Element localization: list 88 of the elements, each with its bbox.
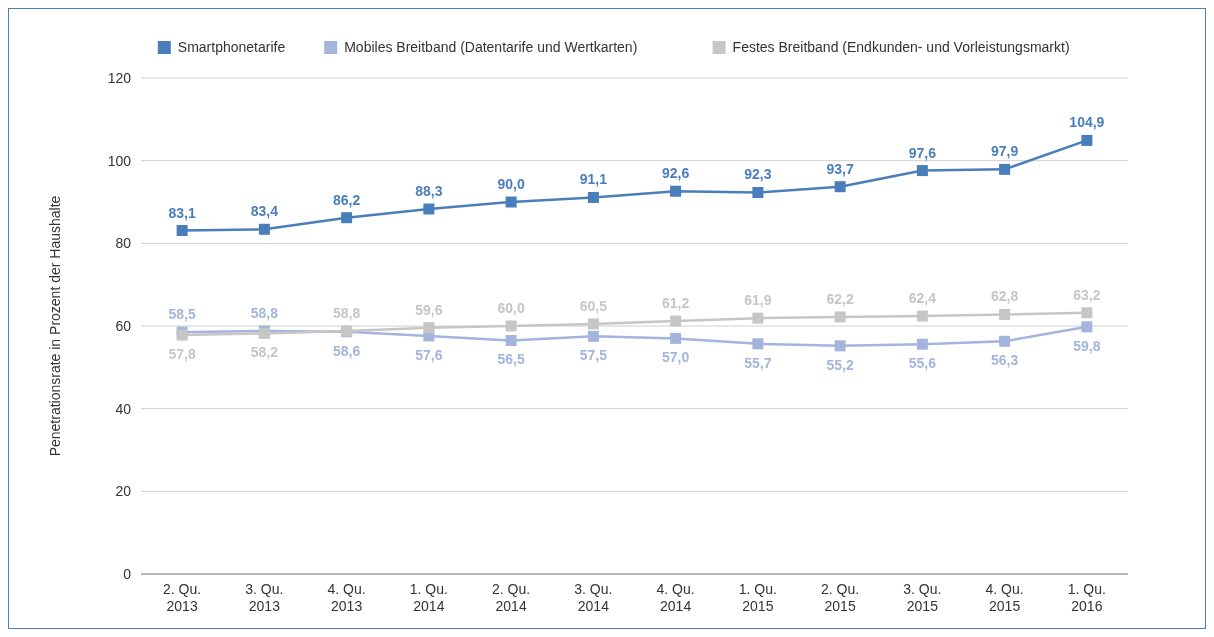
point: [752, 312, 764, 324]
y-tick-label: 80: [115, 235, 132, 252]
data-label: 58,2: [250, 344, 279, 361]
x-tick-label: 4. Qu. 2013: [327, 581, 366, 614]
data-label: 83,1: [168, 204, 196, 221]
point: [916, 165, 928, 177]
point: [587, 191, 599, 203]
data-label: 62,8: [991, 288, 1019, 305]
data-label: 97,9: [991, 143, 1019, 160]
data-label: 57,8: [168, 346, 196, 363]
data-label: 57,6: [415, 346, 443, 363]
data-label: 59,8: [1073, 337, 1101, 354]
y-tick-label: 20: [115, 483, 132, 500]
data-label: 58,8: [333, 304, 361, 321]
data-label: 56,5: [497, 351, 525, 368]
data-label: 58,6: [333, 342, 361, 359]
data-label: 92,6: [662, 165, 690, 182]
y-tick-label: 100: [107, 152, 132, 169]
x-tick-label: 2. Qu. 2015: [821, 581, 860, 614]
data-label: 61,2: [662, 295, 690, 312]
data-label: 93,7: [826, 160, 854, 177]
data-label: 61,9: [744, 292, 772, 309]
data-label: 62,4: [908, 290, 937, 307]
y-tick-label: 0: [123, 565, 132, 582]
y-tick-label: 60: [115, 317, 132, 334]
data-label: 104,9: [1069, 114, 1105, 131]
legend-label: Festes Breitband (Endkunden- und Vorleistungsmarkt): [732, 39, 1070, 55]
point: [258, 223, 270, 235]
point: [1081, 307, 1093, 319]
data-label: 60,0: [497, 300, 525, 316]
data-label: 58,5: [168, 306, 196, 323]
point: [752, 186, 764, 198]
x-tick-label: 3. Qu. 2015: [903, 581, 942, 614]
point: [341, 212, 353, 224]
data-label: 57,0: [662, 349, 690, 366]
data-label: 97,6: [908, 144, 937, 161]
y-axis-title: Penetrationsrate in Prozent der Haushalte: [47, 195, 63, 457]
point: [587, 330, 599, 342]
point: [834, 181, 846, 193]
data-label: 63,2: [1073, 286, 1101, 303]
y-tick-label: 120: [107, 69, 132, 86]
point: [670, 315, 682, 327]
data-label: 91,1: [579, 171, 608, 188]
data-label: 56,3: [991, 352, 1019, 369]
point: [1081, 321, 1093, 333]
y-tick-label: 40: [115, 400, 132, 417]
x-tick-label: 1. Qu. 2016: [1067, 581, 1106, 614]
point: [587, 318, 599, 330]
data-label: 90,0: [497, 176, 525, 192]
data-label: 59,6: [415, 301, 443, 318]
point: [752, 338, 764, 350]
point: [176, 225, 188, 237]
x-tick-label: 3. Qu. 2014: [574, 581, 613, 614]
point: [999, 335, 1011, 347]
legend-label: Smartphonetarife: [177, 39, 286, 55]
point: [423, 322, 435, 334]
data-label: 92,3: [744, 166, 772, 183]
data-label: 55,7: [744, 354, 772, 371]
data-label: 86,2: [333, 191, 361, 208]
data-label: 57,5: [579, 347, 608, 364]
x-tick-label: 2. Qu. 2013: [163, 581, 202, 614]
data-label: 88,3: [415, 183, 443, 200]
point: [834, 311, 846, 323]
point: [999, 308, 1011, 320]
data-label: 55,6: [908, 355, 937, 372]
point: [834, 340, 846, 352]
data-label: 62,2: [826, 290, 854, 307]
data-label: 83,4: [250, 203, 279, 220]
x-tick-label: 3. Qu. 2013: [245, 581, 284, 614]
x-tick-label: 1. Qu. 2015: [738, 581, 777, 614]
x-tick-label: 4. Qu. 2015: [985, 581, 1024, 614]
legend-label: Mobiles Breitband (Datentarife und Wertkarten): [344, 39, 638, 55]
data-label: 60,5: [579, 297, 608, 314]
x-tick-label: 1. Qu. 2014: [409, 581, 448, 614]
point: [916, 310, 928, 322]
x-tick-label: 2. Qu. 2014: [492, 581, 531, 614]
point: [505, 320, 517, 332]
point: [1081, 134, 1093, 146]
data-label: 55,2: [826, 356, 854, 373]
x-tick-label: 4. Qu. 2014: [656, 581, 695, 614]
point: [670, 332, 682, 344]
point: [505, 196, 517, 208]
point: [916, 338, 928, 350]
data-label: 58,8: [250, 304, 279, 321]
point: [999, 163, 1011, 175]
point: [670, 185, 682, 197]
point: [423, 203, 435, 215]
point: [505, 334, 517, 346]
